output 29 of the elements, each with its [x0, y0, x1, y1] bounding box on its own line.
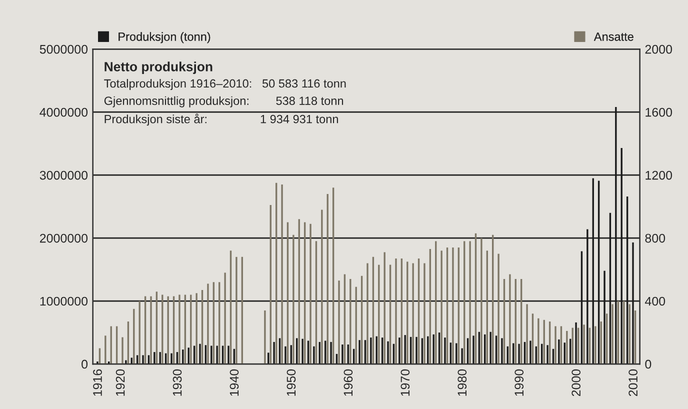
x-tick-label: 1930	[172, 369, 182, 396]
x-tick-label: 1970	[400, 369, 410, 396]
annotation: Produksjon siste år: 1 934 931 tonn	[104, 114, 338, 126]
y2-tick-label: 1200	[646, 170, 672, 180]
legend-label: Produksjon (tonn)	[118, 32, 210, 44]
y-tick-label: 3000000	[40, 170, 88, 180]
x-tick-label: 1980	[458, 369, 467, 396]
annotation: Gjennomsnittlig produksjon: 538 118 tonn	[104, 96, 344, 108]
legend-label: Ansatte	[594, 32, 634, 41]
y-tick-label: 1000000	[40, 296, 88, 306]
y-tick-label: 4000000	[40, 108, 88, 117]
y-tick-label: 0	[82, 360, 88, 369]
x-tick-label: 1960	[344, 369, 353, 396]
y2-tick-label: 400	[644, 296, 666, 306]
y2-tick-label: 1600	[646, 108, 672, 117]
x-tick-label: 2000	[572, 369, 581, 396]
y2-tick-label: 0	[645, 360, 652, 369]
y2-tick-label: 2000	[645, 44, 672, 54]
y-tick-label: 5000000	[40, 44, 88, 54]
x-tick-label: 1950	[286, 369, 296, 396]
x-tick-label: 1940	[230, 369, 239, 396]
x-tick-label: 1920	[116, 369, 125, 396]
y-tick-label: 2000000	[40, 234, 88, 243]
x-tick-label: 2010	[628, 369, 638, 396]
x-tick-label: 1990	[514, 369, 524, 396]
x-tick-label: 1916	[93, 369, 102, 396]
annotation: Netto produksjon	[104, 62, 212, 74]
y2-tick-label: 800	[645, 234, 666, 243]
annotation: Totalproduksjon 1916–2010: 50 583 116 tonn	[104, 79, 346, 90]
